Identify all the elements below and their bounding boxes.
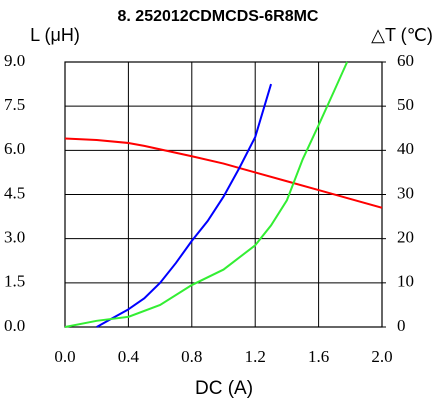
y2-tick-label: 50 bbox=[397, 95, 414, 114]
y2-axis-label: △T (℃) bbox=[371, 25, 433, 45]
y2-tick-label: 40 bbox=[397, 139, 414, 158]
y-tick-label: 4.5 bbox=[4, 183, 25, 202]
x-axis-label: DC (A) bbox=[195, 378, 253, 399]
data-line bbox=[64, 61, 349, 328]
y-tick-label: 6.0 bbox=[4, 139, 25, 158]
y-tick-label: 1.5 bbox=[4, 272, 25, 291]
y-tick-label: 3.0 bbox=[4, 228, 25, 247]
x-tick-label: 1.6 bbox=[308, 347, 329, 366]
chart-title: 8. 252012CDMCDS-6R8MC bbox=[118, 8, 319, 25]
y2-tick-label: 20 bbox=[397, 228, 414, 247]
y2-tick-label: 30 bbox=[397, 183, 414, 202]
y-tick-label: 7.5 bbox=[4, 95, 25, 114]
x-tick-label: 0.8 bbox=[181, 347, 202, 366]
x-tick-label: 1.2 bbox=[245, 347, 266, 366]
y-tick-label: 0.0 bbox=[4, 316, 25, 335]
y2-tick-label: 60 bbox=[397, 51, 414, 70]
y2-tick-label: 0 bbox=[397, 316, 406, 335]
data-line bbox=[64, 137, 383, 209]
y2-tick-label: 10 bbox=[397, 272, 414, 291]
y-axis-label: L (μH) bbox=[30, 25, 80, 45]
x-tick-label: 2.0 bbox=[371, 347, 392, 366]
plot-frame bbox=[64, 61, 383, 328]
x-tick-label: 0.4 bbox=[118, 347, 140, 366]
x-tick-label: 0.0 bbox=[54, 347, 75, 366]
data-line bbox=[96, 83, 273, 328]
y-tick-label: 9.0 bbox=[4, 51, 25, 70]
